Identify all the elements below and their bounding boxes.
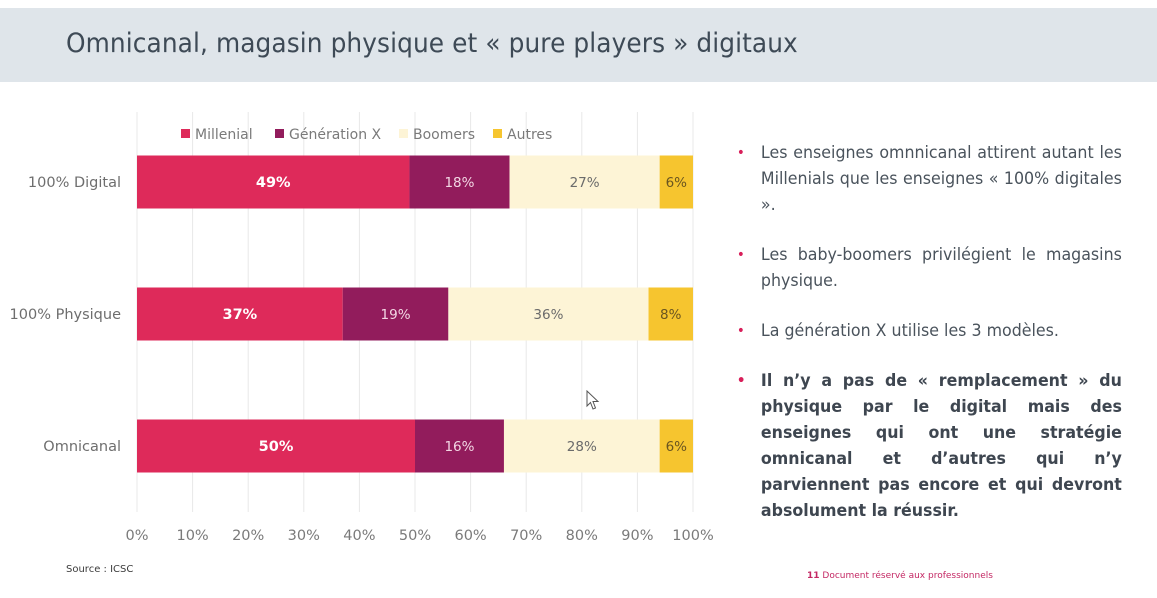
- bullet-item: • Il n’y a pas de « remplacement » du phy…: [735, 368, 1122, 524]
- x-tick-label: 10%: [176, 528, 208, 544]
- bar-segment: [448, 287, 649, 341]
- page-number: 11: [807, 571, 820, 581]
- footer-text: Document réservé aux professionnels: [822, 571, 993, 581]
- bar-segment: [137, 419, 415, 473]
- bar-segment: [137, 155, 410, 209]
- data-label: 16%: [444, 439, 474, 455]
- legend-swatch: [399, 129, 408, 138]
- legend-label: Génération X: [289, 127, 382, 143]
- data-label: 36%: [533, 307, 563, 323]
- mouse-cursor-icon: [586, 390, 600, 410]
- bullet-text: Il n’y a pas de « remplacement » du phys…: [760, 371, 1122, 520]
- x-tick-label: 0%: [125, 528, 148, 544]
- bullet-item: • La génération X utilise les 3 modèles.: [735, 318, 1122, 344]
- category-label: 100% Digital: [28, 175, 121, 191]
- data-label: 28%: [567, 439, 597, 455]
- category-label: 100% Physique: [10, 307, 122, 323]
- bullet-dot-icon: •: [736, 323, 745, 339]
- x-tick-label: 30%: [288, 528, 320, 544]
- x-tick-label: 80%: [566, 528, 598, 544]
- x-tick-label: 90%: [621, 528, 653, 544]
- data-label: 6%: [666, 175, 688, 191]
- data-label: 6%: [666, 439, 688, 455]
- legend-label: Boomers: [413, 127, 475, 143]
- bullet-item: • Les baby-boomers privilégient le magasi…: [735, 242, 1122, 294]
- x-tick-label: 40%: [343, 528, 375, 544]
- bar-segment: [503, 419, 660, 473]
- bullet-list: • Les enseignes omnnicanal attirent autan…: [735, 140, 1125, 548]
- stacked-bar-chart: 0% 10% 20% 30% 40% 50% 60% 70% 80% 90% 100% Milleni…: [10, 112, 714, 544]
- category-label: Omnicanal: [43, 439, 121, 455]
- bullet-dot-icon: •: [736, 145, 745, 161]
- bullet-dot-icon: •: [736, 373, 746, 389]
- bar-segment: [648, 287, 693, 341]
- bar-segment: [509, 155, 660, 209]
- bar-segment: [137, 287, 343, 341]
- legend-swatch: [275, 129, 284, 138]
- title-band: [0, 8, 1157, 82]
- bullet-text: Les enseignes omnnicanal attirent autant…: [760, 143, 1122, 214]
- bar-segment: [409, 155, 510, 209]
- data-label: 50%: [259, 439, 294, 455]
- legend-label: Millenial: [195, 127, 253, 143]
- x-tick-label: 60%: [454, 528, 486, 544]
- footer: 11 Document réservé aux professionnels: [807, 571, 993, 581]
- x-tick-label: 100%: [672, 528, 713, 544]
- x-tick-label: 70%: [510, 528, 542, 544]
- bullet-text: La génération X utilise les 3 modèles.: [760, 321, 1059, 340]
- bullet-item: • Les enseignes omnnicanal attirent autan…: [735, 140, 1122, 218]
- data-label: 19%: [381, 307, 411, 323]
- legend-swatch: [181, 129, 190, 138]
- x-tick-label: 20%: [232, 528, 264, 544]
- data-label: 37%: [223, 307, 258, 323]
- data-label: 8%: [660, 307, 682, 323]
- bar-segment: [659, 419, 693, 473]
- data-label: 27%: [570, 175, 600, 191]
- x-tick-label: 50%: [399, 528, 431, 544]
- bar-segment: [342, 287, 449, 341]
- data-label: 18%: [444, 175, 474, 191]
- slide-title: Omnicanal, magasin physique et « pure pl…: [66, 28, 798, 59]
- bar-segment: [415, 419, 504, 473]
- bullet-dot-icon: •: [736, 247, 745, 263]
- source-note: Source : ICSC: [66, 564, 134, 575]
- legend-label: Autres: [507, 127, 552, 143]
- data-label: 49%: [256, 175, 291, 191]
- bullet-text: Les baby-boomers privilégient le magasin…: [760, 245, 1122, 290]
- bar-segment: [659, 155, 693, 209]
- legend-swatch: [493, 129, 502, 138]
